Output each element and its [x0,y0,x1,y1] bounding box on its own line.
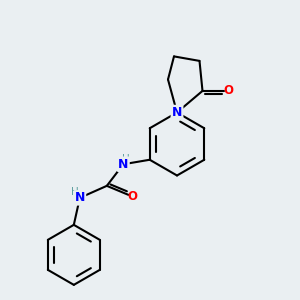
Text: H: H [70,188,78,197]
Text: N: N [172,106,182,119]
Text: N: N [75,191,85,204]
Text: O: O [128,190,138,203]
Text: O: O [223,84,233,98]
Text: N: N [118,158,128,171]
Text: H: H [122,154,130,164]
